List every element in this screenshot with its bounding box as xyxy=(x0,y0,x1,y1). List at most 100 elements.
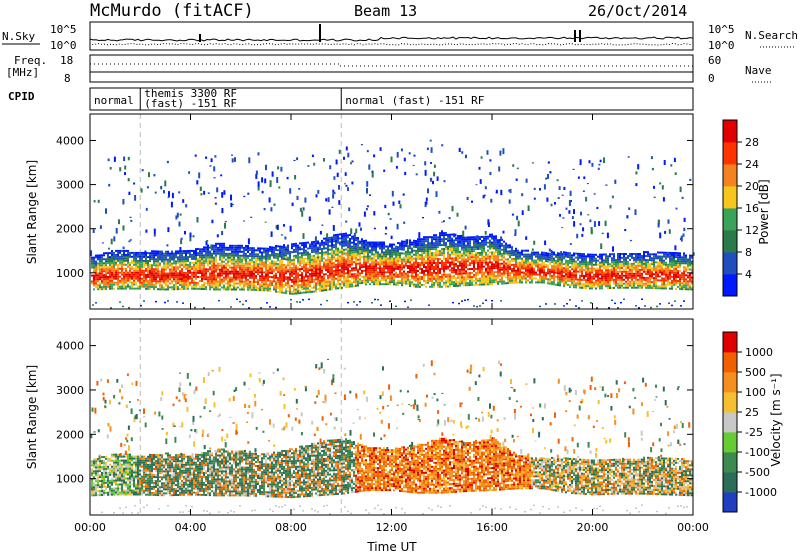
echo-cell xyxy=(533,277,535,280)
echo-cell xyxy=(511,275,513,278)
echo-cell xyxy=(175,254,177,257)
echo-cell xyxy=(317,248,319,251)
echo-cell xyxy=(387,249,389,252)
echo-cell xyxy=(413,257,415,260)
echo-cell xyxy=(337,239,339,242)
echo-cell xyxy=(351,285,353,288)
echo-cell xyxy=(481,255,483,258)
echo-cell xyxy=(327,270,329,273)
echo-cell xyxy=(529,267,531,270)
echo-cell xyxy=(259,255,261,258)
echo-cell xyxy=(139,273,141,276)
echo-cell xyxy=(435,266,437,268)
echo-cell xyxy=(127,275,129,278)
echo-cell xyxy=(539,265,541,268)
echo-cell xyxy=(389,271,391,274)
echo-cell xyxy=(181,270,183,273)
echo-cell xyxy=(107,283,109,286)
echo-cell xyxy=(117,275,119,278)
echo-cell xyxy=(455,237,457,240)
echo-cell xyxy=(541,265,543,268)
echo-cell xyxy=(117,285,119,288)
echo-cell xyxy=(443,277,445,280)
echo-cell xyxy=(387,259,389,262)
echo-cell xyxy=(349,240,351,242)
echo-cell xyxy=(449,285,451,288)
echo-cell xyxy=(527,249,529,252)
echo-cell xyxy=(521,257,523,260)
echo-cell xyxy=(317,250,319,253)
echo-cell xyxy=(209,280,211,283)
echo-cell xyxy=(613,267,615,269)
echo-cell xyxy=(605,271,607,274)
echo-cell xyxy=(327,280,329,283)
echo-cell xyxy=(165,282,167,285)
echo-cell xyxy=(431,273,433,276)
echo-cell xyxy=(475,279,477,282)
echo-cell xyxy=(179,254,181,257)
echo-cell xyxy=(99,276,101,279)
echo-cell xyxy=(217,284,219,287)
echo-cell xyxy=(351,283,353,286)
echo-cell xyxy=(97,274,99,277)
echo-cell xyxy=(405,258,407,261)
echo-cell xyxy=(429,236,431,239)
echo-cell xyxy=(411,257,413,260)
echo-cell xyxy=(101,288,103,291)
echo-cell xyxy=(257,265,259,268)
echo-cell xyxy=(455,280,457,283)
echo-cell xyxy=(625,280,627,283)
echo-cell xyxy=(239,258,241,261)
echo-cell xyxy=(331,238,333,241)
echo-cell xyxy=(343,272,345,275)
echo-cell xyxy=(339,283,341,286)
echo-cell xyxy=(481,241,483,244)
echo-cell xyxy=(285,252,287,255)
echo-cell xyxy=(113,253,115,256)
echo-cell xyxy=(345,242,347,245)
echo-cell xyxy=(541,271,543,274)
echo-cell xyxy=(561,270,563,273)
echo-cell xyxy=(531,269,533,272)
echo-cell xyxy=(347,240,349,243)
echo-cell xyxy=(483,235,485,238)
echo-cell xyxy=(303,285,305,288)
echo-cell xyxy=(111,279,113,282)
echo-cell xyxy=(397,279,399,282)
echo-cell xyxy=(177,288,179,291)
echo-cell xyxy=(291,245,293,248)
echo-cell xyxy=(441,238,443,241)
echo-cell xyxy=(399,264,401,267)
echo-cell xyxy=(395,281,397,284)
echo-cell xyxy=(599,281,601,284)
echo-cell xyxy=(335,249,337,252)
echo-cell xyxy=(157,276,159,279)
echo-cell xyxy=(327,239,329,242)
echo-cell xyxy=(401,282,403,285)
echo-cell xyxy=(487,275,489,278)
echo-cell xyxy=(241,258,243,261)
echo-cell xyxy=(439,262,441,264)
echo-cell xyxy=(159,280,161,283)
echo-cell xyxy=(595,287,597,290)
echo-cell xyxy=(167,288,169,291)
echo-cell xyxy=(439,279,441,282)
echo-cell xyxy=(585,257,587,260)
echo-cell xyxy=(381,269,383,272)
echo-cell xyxy=(439,242,441,245)
echo-cell xyxy=(375,241,377,244)
echo-cell xyxy=(281,249,283,252)
echo-cell xyxy=(297,246,299,249)
echo-cell xyxy=(263,249,265,252)
echo-cell xyxy=(241,250,243,253)
echo-cell xyxy=(147,275,149,278)
echo-cell xyxy=(333,258,335,261)
echo-cell xyxy=(221,256,223,259)
echo-cell xyxy=(337,253,339,256)
echo-cell xyxy=(329,260,331,263)
echo-cell xyxy=(195,265,197,268)
echo-cell xyxy=(231,250,233,253)
echo-cell xyxy=(171,262,173,265)
echo-cell xyxy=(601,269,603,272)
echo-cell xyxy=(413,267,415,270)
